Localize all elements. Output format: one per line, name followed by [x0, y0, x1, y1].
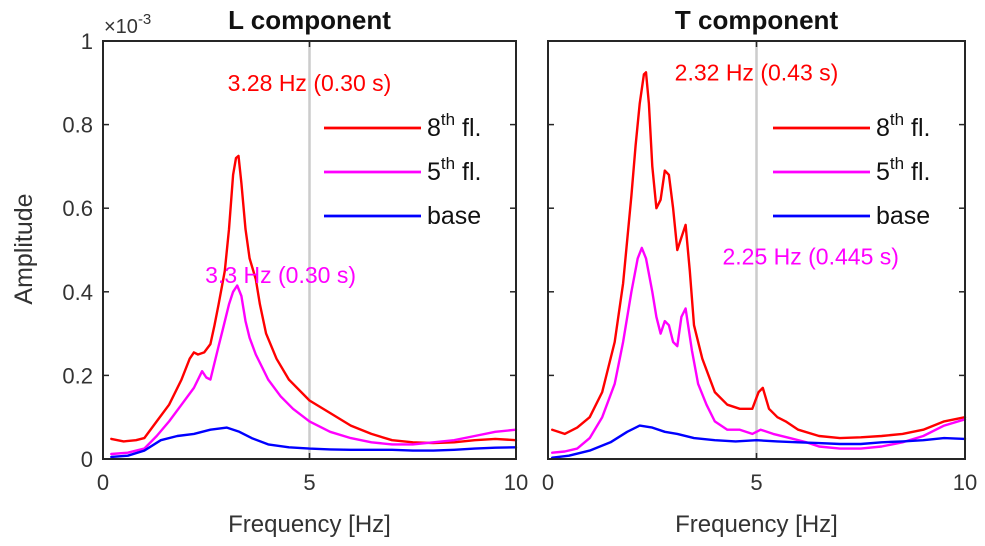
chart-1-series-1-line [551, 246, 967, 454]
chart-1-legend-label-2-main: base [876, 202, 930, 230]
chart-0-legend-label-0-main: 8 [427, 114, 441, 142]
chart-0-y-tick-label-4: 0.8 [62, 113, 93, 138]
chart-1-x-tick-label-1: 5 [750, 470, 762, 495]
chart-0-x-axis-label: Frequency [Hz] [228, 511, 391, 538]
chart-0-y-tick-label-0: 0 [81, 447, 93, 472]
chart-0-legend-label-0: 8th fl. [427, 110, 482, 142]
chart-1-legend-label-1: 5th fl. [876, 154, 931, 186]
chart-1-legend-label-0-rest: fl. [904, 114, 930, 142]
chart-1-legend-label-1-main: 5 [876, 158, 890, 186]
chart-1-legend-label-1-sup: th [890, 154, 904, 173]
panel-l-component: 0 5 10 0 0.2 0.4 0.6 0.8 1 L component Frequency [… [62, 5, 528, 538]
chart-0-title: L component [228, 5, 391, 35]
chart-0-x-tick-label-0: 0 [97, 470, 109, 495]
chart-1-x-tick-label-0: 0 [542, 470, 554, 495]
chart-1-legend-label-2: base [876, 202, 930, 230]
chart-1-legend-label-0: 8th fl. [876, 110, 931, 142]
chart-1-title: T component [675, 5, 839, 35]
chart-1-series-0-line [551, 71, 967, 440]
chart-1-legend-label-0-sup: th [890, 110, 904, 129]
chart-0-series-0-line [110, 154, 518, 445]
chart-0-y-tick-label-2: 0.4 [62, 280, 93, 305]
panel-t-component: 0 5 10 T component Frequency [Hz] 2.32 Hz (0.… [542, 5, 977, 538]
chart-0-legend-label-2: base [427, 202, 481, 230]
chart-0-legend-label-2-main: base [427, 202, 481, 230]
chart-0-y-tick-label-3: 0.6 [62, 196, 93, 221]
chart-0-x-tick-label-2: 10 [504, 470, 528, 495]
chart-0-legend-label-1: 5th fl. [427, 154, 482, 186]
y-exponent: ×10-3 [104, 11, 151, 38]
chart-0-legend-label-1-rest: fl. [455, 158, 481, 186]
chart-0-legend-label-1-main: 5 [427, 158, 441, 186]
y-axis-label: Amplitude [10, 193, 38, 304]
chart-1-x-tick-label-2: 10 [953, 470, 977, 495]
chart-1-legend-label-1-rest: fl. [904, 158, 930, 186]
chart-0-legend-label-0-sup: th [441, 110, 455, 129]
chart-0-series-1-line [110, 284, 518, 456]
chart-0-series-2-line [110, 426, 518, 459]
chart-1-legend-label-0-main: 8 [876, 114, 890, 142]
y-exponent-power: -3 [138, 11, 151, 28]
chart-1-annotation-1: 2.25 Hz (0.445 s) [722, 243, 898, 269]
chart-0-x-tick-label-1: 5 [303, 470, 315, 495]
chart-1-annotation-0: 2.32 Hz (0.43 s) [675, 59, 839, 85]
chart-1-series-2-line [551, 424, 967, 459]
y-exponent-base: ×10 [104, 16, 138, 38]
chart-0-y-tick-label-5: 1 [81, 29, 93, 54]
chart-0-legend-label-1-sup: th [441, 154, 455, 173]
chart-0-legend-label-0-rest: fl. [455, 114, 481, 142]
chart-1-x-axis-label: Frequency [Hz] [675, 511, 838, 538]
chart-0-annotation-0: 3.28 Hz (0.30 s) [228, 70, 392, 96]
chart-0-y-tick-label-1: 0.2 [62, 363, 93, 388]
chart-0-annotation-1: 3.3 Hz (0.30 s) [205, 262, 356, 288]
